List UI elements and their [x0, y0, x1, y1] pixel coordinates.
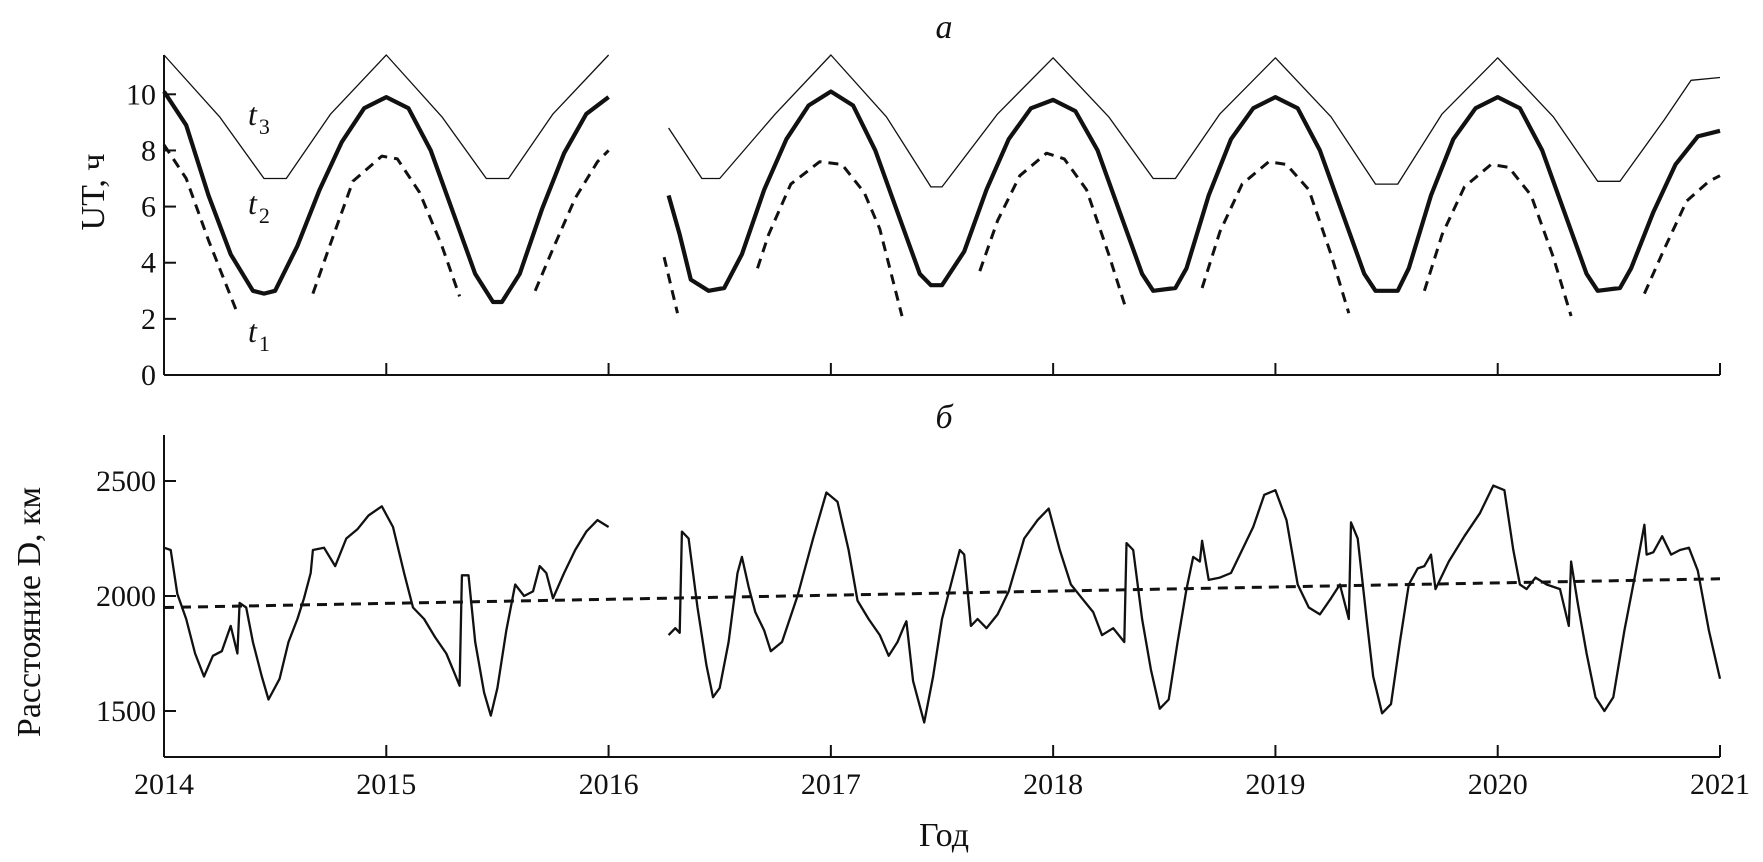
series-t2-line [666, 89, 1721, 293]
x-tick-label: 2020 [1468, 768, 1528, 801]
curve-label-t2: t2 [248, 185, 270, 228]
series-t3-line [668, 54, 1721, 188]
series-trend-line [163, 577, 1721, 609]
panel-b-x-tick-labels: 2014 2015 2016 2017 2018 2019 2020 2021 [134, 768, 1750, 801]
y-tick-label: 2 [141, 303, 156, 336]
panel-a-series [162, 54, 1721, 317]
panel-a-curve-labels: t3 t2 t1 [248, 96, 270, 356]
series-t1-line [162, 143, 239, 314]
y-tick-label: 4 [141, 247, 156, 280]
x-tick-label: 2021 [1690, 768, 1750, 801]
series-t1-line [1643, 174, 1721, 295]
series-t1-line [1422, 163, 1573, 317]
curve-label-subscript: 3 [259, 114, 270, 139]
x-tick-label: 2015 [356, 768, 416, 801]
x-tick-label: 2019 [1245, 768, 1305, 801]
panel-b-y-tick-labels: 1500 2000 2500 [96, 465, 156, 728]
panel-b: б Расстояние D, км 1500 2000 2500 2014 2015… [11, 399, 1750, 854]
panel-a-y-axis-label: UT, ч [75, 154, 112, 231]
series-D-line [163, 505, 610, 717]
x-tick-label: 2018 [1023, 768, 1083, 801]
series-t1-line [756, 160, 904, 317]
panel-b-series [163, 484, 1722, 724]
panel-b-y-axis-label: Расстояние D, км [11, 487, 48, 737]
series-t1-line [311, 154, 462, 297]
series-t1-line [533, 149, 610, 292]
curve-label-subscript: 1 [259, 331, 270, 356]
y-tick-label: 6 [141, 191, 156, 224]
y-tick-label: 2500 [96, 465, 156, 498]
panel-a-axes [163, 55, 1721, 376]
curve-label-t1: t1 [248, 313, 270, 356]
series-t1-line [978, 151, 1128, 311]
y-tick-label: 0 [141, 359, 156, 392]
panel-a: а UT, ч 0 2 4 6 8 10 t3 t2 t1 [75, 9, 1721, 392]
x-axis-label: Год [919, 817, 969, 854]
x-tick-label: 2017 [801, 768, 861, 801]
y-tick-label: 1500 [96, 695, 156, 728]
series-t1-line [1200, 160, 1351, 314]
series-t3-line [163, 54, 610, 180]
curve-label-t3: t3 [248, 96, 270, 139]
x-tick-label: 2016 [579, 768, 639, 801]
panel-b-title: б [935, 399, 954, 436]
y-tick-label: 10 [126, 78, 156, 111]
panel-a-title: а [936, 9, 953, 46]
panel-b-axes [163, 435, 1721, 758]
series-t2-line [162, 90, 610, 305]
x-tick-label: 2014 [134, 768, 194, 801]
panel-a-y-tick-labels: 0 2 4 6 8 10 [126, 78, 156, 392]
series-t1-line [662, 256, 679, 314]
curve-label-subscript: 2 [259, 203, 270, 228]
y-tick-label: 8 [141, 134, 156, 167]
y-tick-label: 2000 [96, 580, 156, 613]
series-D-line [667, 484, 1722, 724]
